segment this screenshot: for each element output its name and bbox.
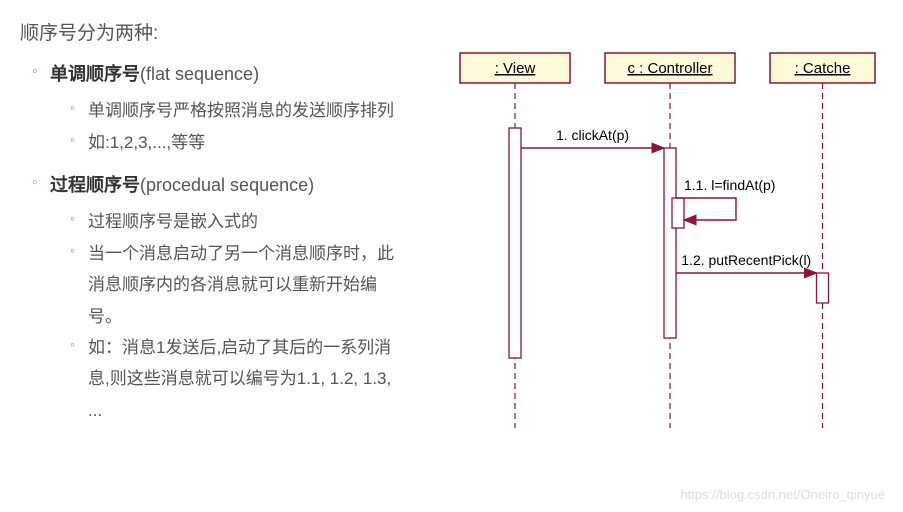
outline-subitem: 如:1,2,3,...,等等 [70, 127, 400, 158]
svg-text:1.2. putRecentPick(l): 1.2. putRecentPick(l) [681, 252, 811, 268]
outline-bold: 单调顺序号 [50, 64, 140, 84]
svg-text:: Catche: : Catche [795, 60, 851, 77]
outline-subitem: 如：消息1发送后,启动了其后的一系列消息,则这些消息就可以编号为1.1, 1.2… [70, 332, 400, 426]
watermark-text: https://blog.csdn.net/Oneiro_qinyue [680, 487, 885, 502]
outline-panel: 顺序号分为两种: 单调顺序号(flat sequence) 单调顺序号严格按照消… [20, 18, 400, 436]
svg-text:1.1. l=findAt(p): 1.1. l=findAt(p) [684, 177, 775, 193]
outline-subitem-highlight: 当一个消息启动了另一个消息顺序时，此消息顺序内的各消息就可以重新开始编号。 [70, 238, 400, 332]
outline-en: (flat sequence) [140, 64, 259, 84]
svg-text:: View: : View [495, 60, 536, 77]
outline-list: 单调顺序号(flat sequence) 单调顺序号严格按照消息的发送顺序排列 … [20, 57, 400, 426]
outline-en: (procedual sequence) [140, 175, 314, 195]
outline-item-flat: 单调顺序号(flat sequence) 单调顺序号严格按照消息的发送顺序排列 … [32, 57, 400, 158]
outline-subitem: 单调顺序号严格按照消息的发送顺序排列 [70, 95, 400, 126]
sequence-diagram: : View c : Controller : Catche 1. clickAt(p… [400, 48, 900, 468]
outline-subitem: 过程顺序号是嵌入式的 [70, 206, 400, 237]
svg-text:1. clickAt(p): 1. clickAt(p) [556, 127, 629, 143]
outline-heading: 顺序号分为两种: [20, 18, 400, 45]
outline-bold: 过程顺序号 [50, 175, 140, 195]
outline-sublist: 过程顺序号是嵌入式的 当一个消息启动了另一个消息顺序时，此消息顺序内的各消息就可… [50, 206, 400, 426]
outline-item-procedural: 过程顺序号(procedual sequence) 过程顺序号是嵌入式的 当一个… [32, 168, 400, 426]
outline-sublist: 单调顺序号严格按照消息的发送顺序排列 如:1,2,3,...,等等 [50, 95, 400, 158]
svg-text:c : Controller: c : Controller [627, 60, 712, 77]
